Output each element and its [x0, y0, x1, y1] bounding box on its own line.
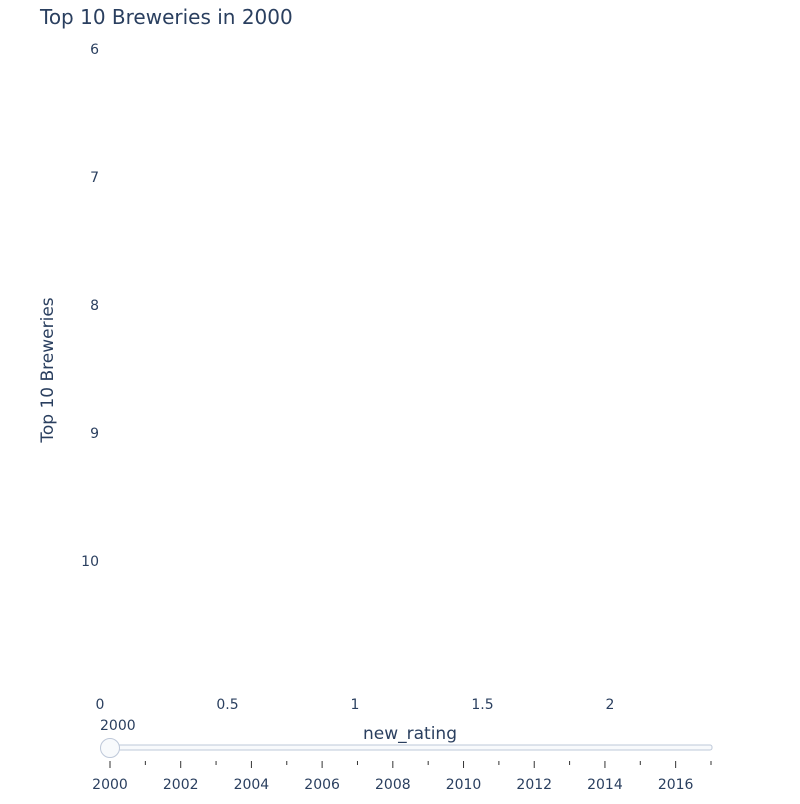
slider-tick-label[interactable]: 2000	[92, 777, 128, 793]
x-axis-title: new_rating	[363, 724, 457, 744]
slider-tick-label[interactable]: 2010	[446, 777, 482, 793]
x-tick-label: 0	[96, 697, 105, 713]
slider-tick-label[interactable]: 2002	[163, 777, 199, 793]
slider-handle[interactable]	[100, 738, 120, 758]
x-tick-label: 1.5	[471, 697, 493, 713]
y-tick-label: 7	[90, 170, 99, 186]
slider-tick-label[interactable]: 2004	[234, 777, 270, 793]
slider-tick-labels: 2000 2002 2004 2006 2008 2010 2012 2014 2016	[92, 777, 693, 793]
x-tick-label: 1	[351, 697, 360, 713]
slider-tick-label[interactable]: 2006	[304, 777, 340, 793]
x-tick-label: 0.5	[216, 697, 238, 713]
slider-tick-label[interactable]: 2016	[658, 777, 694, 793]
y-tick-label: 10	[81, 554, 99, 570]
y-tick-labels: 6 7 8 9 10	[81, 42, 99, 570]
chart-title: Top 10 Breweries in 2000	[39, 5, 293, 29]
slider-rail[interactable]	[109, 744, 713, 751]
slider-ticks	[109, 761, 712, 768]
y-tick-label: 9	[90, 426, 99, 442]
y-axis-title: Top 10 Breweries	[38, 297, 58, 443]
slider-current-value: 2000	[100, 718, 136, 734]
x-tick-label: 2	[606, 697, 615, 713]
slider-tick-label[interactable]: 2014	[587, 777, 623, 793]
year-slider[interactable]: 2000 2000 2002 2004 2006 2008 2010 2012 2014 201…	[92, 718, 713, 793]
slider-tick-label[interactable]: 2008	[375, 777, 411, 793]
y-tick-label: 6	[90, 42, 99, 58]
slider-tick-label[interactable]: 2012	[516, 777, 552, 793]
x-tick-labels: 0 0.5 1 1.5 2	[96, 697, 615, 713]
y-tick-label: 8	[90, 298, 99, 314]
